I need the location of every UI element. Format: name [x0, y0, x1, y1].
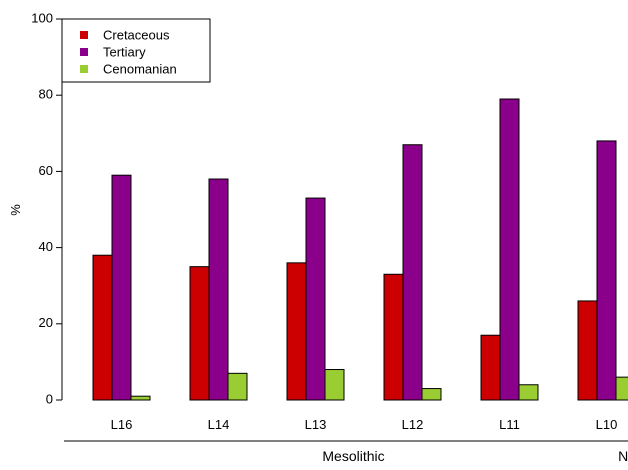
y-axis-label: %: [8, 204, 23, 216]
x-tick-labels: L16L14L13L12L11L10L4: [111, 417, 618, 432]
x-tick-label: L13: [305, 417, 327, 432]
bar-tertiary-l10: [596, 140, 617, 401]
bar-cenomanian-l12: [421, 388, 442, 401]
bar-cretaceous-l10: [577, 300, 598, 401]
x-tick-label: L11: [499, 417, 520, 432]
bar-tertiary-l12: [402, 144, 423, 401]
x-tick-label: L10: [596, 417, 618, 432]
bar-cenomanian-l14: [227, 372, 248, 401]
bar-cretaceous-l12: [383, 273, 404, 401]
bar-cenomanian-l11: [518, 384, 539, 401]
y-tick-label: 60: [39, 163, 53, 178]
bar-cenomanian-l10: [615, 376, 628, 401]
bar-cretaceous-l11: [480, 334, 501, 401]
group-labels: Mesolithic Neolithic: [64, 440, 628, 464]
legend-swatch: [80, 48, 88, 56]
bar-cretaceous-l13: [286, 262, 307, 401]
bar-cenomanian-l13: [324, 369, 345, 401]
x-tick-label: L16: [111, 417, 133, 432]
bar-tertiary-l13: [305, 197, 326, 401]
legend-label: Cretaceous: [103, 27, 170, 42]
bars: [92, 98, 628, 401]
y-tick-label: 40: [39, 239, 53, 254]
y-tick-label: 80: [39, 87, 53, 102]
legend-label: Cenomanian: [103, 61, 177, 76]
y-axis: 0 20 40 60 80 100: [31, 10, 63, 406]
bar-tertiary-l16: [111, 174, 132, 401]
bar-cenomanian-l16: [130, 395, 151, 401]
legend: Cretaceous Tertiary Cenomanian: [61, 18, 211, 83]
bar-tertiary-l14: [208, 178, 229, 401]
x-tick-label: L12: [402, 417, 424, 432]
legend-swatch: [80, 31, 88, 39]
bar-cretaceous-l16: [92, 254, 113, 401]
group-label: Mesolithic: [322, 448, 384, 464]
group-label: Neolithic: [618, 448, 628, 464]
y-tick-label: 0: [46, 391, 53, 406]
bar-tertiary-l11: [499, 98, 520, 401]
x-tick-label: L14: [208, 417, 230, 432]
y-tick-label: 20: [39, 315, 53, 330]
legend-label: Tertiary: [103, 44, 146, 59]
y-tick-label: 100: [31, 10, 53, 25]
bar-cretaceous-l14: [189, 266, 210, 401]
legend-swatch: [80, 65, 88, 73]
